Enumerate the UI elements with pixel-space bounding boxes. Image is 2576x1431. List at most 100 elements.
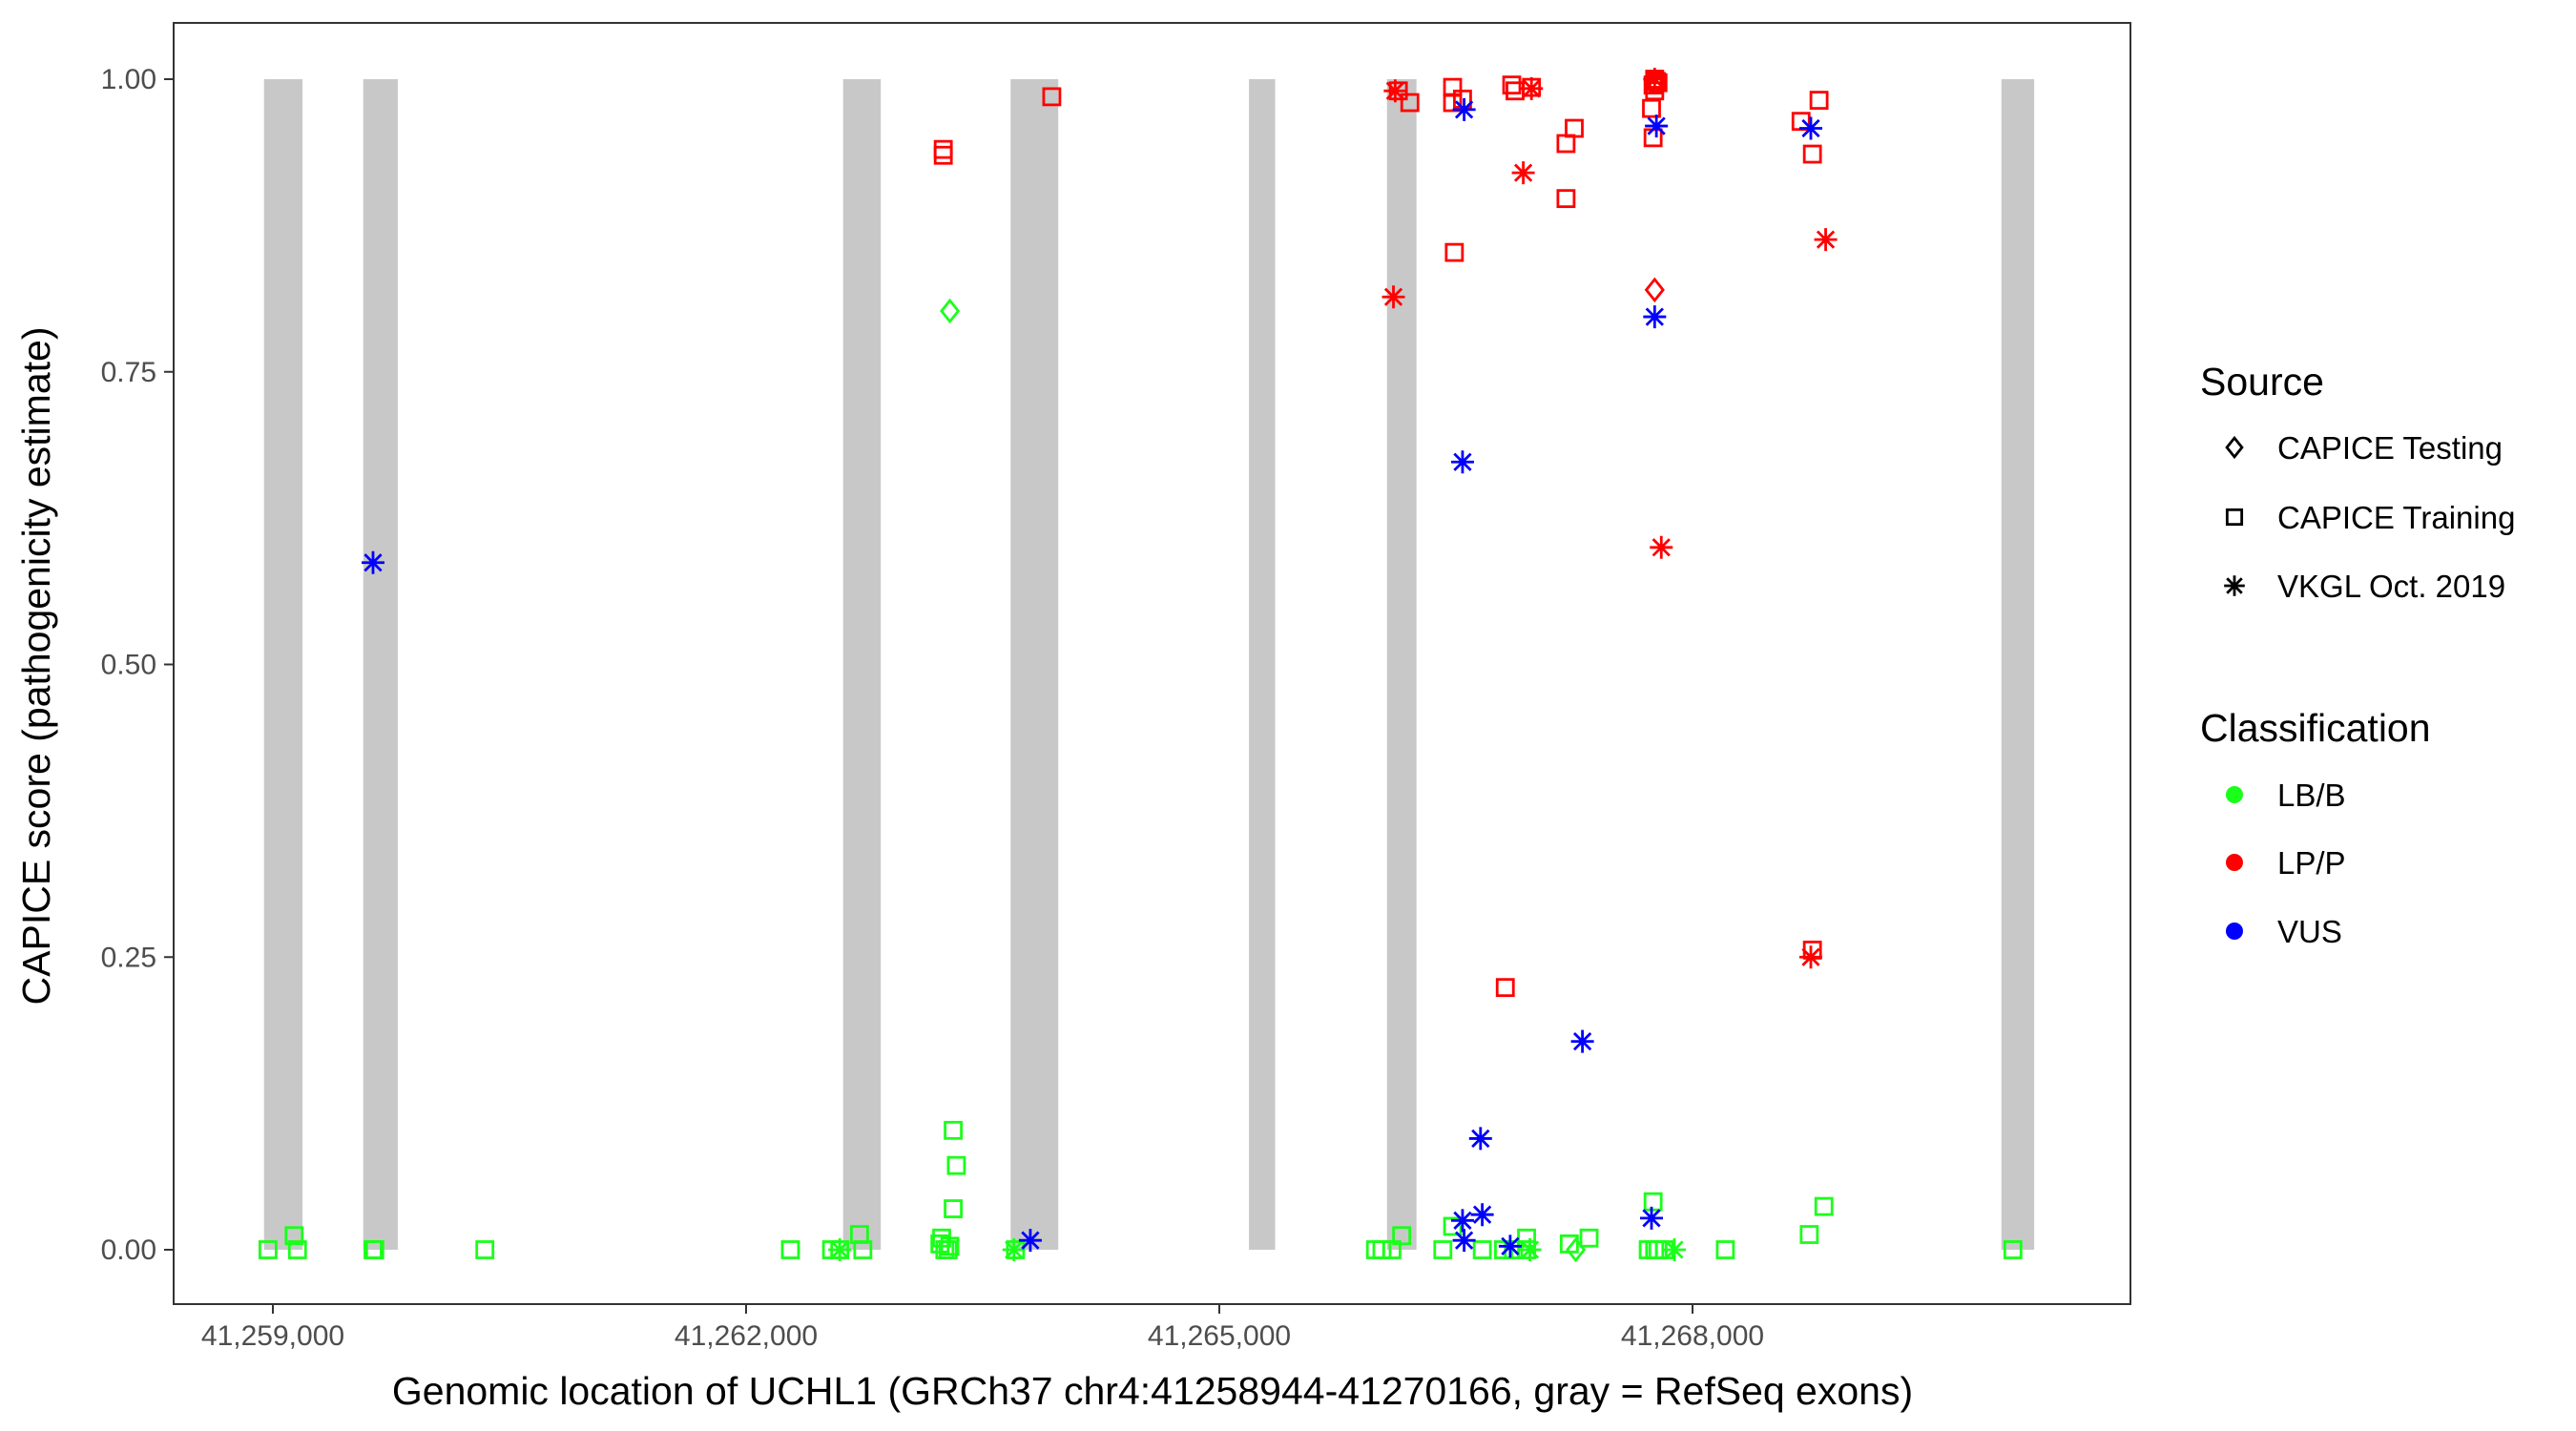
data-point-training-lbb [475,1240,495,1259]
y-tick-label: 1.00 [101,64,156,95]
data-point-training-lbb [1814,1196,1834,1216]
legend: Source CAPICE Testing CAPICE Training VKGL… [2200,360,2515,949]
data-point-vkgl-vus [361,550,384,574]
data-point-training-lbb [364,1240,384,1259]
data-point-training-lbb [2003,1240,2023,1259]
data-point-training-lbb [944,1199,963,1218]
data-point-training-lbb [830,1240,850,1259]
legend-dot-icon [2226,923,2243,940]
data-point-vkgl-vus [1450,450,1474,474]
data-point-training-lbb [1517,1240,1536,1259]
data-point-vkgl-vus [1018,1229,1042,1253]
data-point-vkgl-vus [1470,1203,1494,1227]
data-point-training-lbb [938,1240,958,1259]
data-point-training-lpp [933,145,953,165]
data-point-testing-lpp [1644,277,1665,303]
legend-dot-icon [2226,854,2243,871]
data-point-training-lbb [1494,1240,1513,1259]
data-point-training-lpp [1443,93,1463,113]
data-point-training-lbb [1472,1240,1492,1259]
x-tick-label: 41,259,000 [201,1320,344,1352]
y-tick-label: 0.00 [101,1234,156,1266]
y-tick-label: 0.75 [101,357,156,388]
exon-band [1010,79,1059,1250]
data-point-training-lpp [1802,144,1822,164]
data-point-training-lbb [287,1240,307,1259]
data-point-vkgl-lbb [828,1238,852,1261]
data-point-training-lbb [1643,1192,1663,1212]
data-point-training-lpp [1042,87,1062,107]
exon-band [2001,79,2035,1250]
data-point-vkgl-lpp [1643,68,1667,91]
legend-dot-icon [2226,786,2243,803]
x-axis-title: Genomic location of UCHL1 (GRCh37 chr4:4… [392,1369,1913,1413]
data-point-vkgl-vus [1640,1206,1664,1230]
data-point-training-lbb [940,1236,960,1256]
data-point-training-lpp [1400,93,1420,113]
data-point-vkgl-lpp [1814,228,1838,252]
data-point-training-lbb [1443,1216,1463,1236]
legend-source-label: VKGL Oct. 2019 [2277,569,2505,604]
exon-band [842,79,882,1250]
data-point-training-lpp [1642,98,1661,118]
x-axis: 41,259,000 41,262,000 41,265,000 41,268,000 [201,1304,1764,1352]
legend-classification-title: Classification [2200,706,2431,750]
data-point-training-lbb [1433,1240,1453,1259]
data-point-training-lbb [1392,1226,1412,1246]
data-point-training-lbb [780,1240,800,1259]
legend-class-label: LP/P [2277,845,2346,881]
exon-band [263,79,303,1250]
data-point-training-lbb [1372,1240,1392,1259]
data-point-training-lpp [1444,242,1465,262]
data-point-vkgl-vus [1498,1234,1522,1258]
data-point-vkgl-lpp [1520,76,1544,100]
data-point-training-lbb [1381,1240,1402,1259]
data-point-vkgl-vus [1570,1029,1594,1053]
data-point-training-lbb [946,1155,966,1175]
data-point-training-lpp [1495,978,1515,998]
data-point-vkgl-lpp [1511,161,1535,185]
data-point-training-lbb [258,1240,278,1259]
legend-source-label: CAPICE Training [2277,500,2515,535]
data-point-training-lbb [853,1240,873,1259]
data-point-vkgl-lpp [1650,535,1673,559]
data-point-training-lpp [1502,75,1522,95]
data-point-testing-lbb [940,298,961,324]
data-point-vkgl-vus [1452,1229,1476,1253]
data-point-vkgl-vus [1645,114,1669,138]
data-point-training-lbb [1715,1240,1735,1259]
data-point-vkgl-vus [1799,116,1822,140]
data-point-vkgl-lbb [1662,1238,1686,1261]
x-tick-label: 41,262,000 [675,1320,818,1352]
data-point-training-lpp [1809,91,1829,110]
legend-source-label: CAPICE Testing [2277,430,2503,466]
y-tick-label: 0.25 [101,942,156,973]
data-point-training-lbb [1799,1225,1819,1244]
data-point-training-lbb [1579,1228,1599,1248]
legend-asterisk-icon [2224,575,2245,596]
data-point-vkgl-lbb [1002,1238,1026,1261]
data-point-vkgl-vus [1450,1209,1474,1233]
data-point-vkgl-vus [1452,97,1476,121]
exon-band [1386,79,1417,1250]
data-points [258,68,2023,1263]
data-point-training-lbb [944,1120,963,1140]
y-tick-label: 0.50 [101,650,156,681]
legend-square-icon [2225,508,2244,527]
data-point-vkgl-lpp [1381,285,1405,309]
y-axis: 0.00 0.25 0.50 0.75 1.00 [101,64,174,1266]
x-tick-label: 41,268,000 [1621,1320,1764,1352]
exon-band [1249,79,1276,1250]
data-point-vkgl-vus [1643,305,1667,329]
exon-band [363,79,398,1250]
data-point-training-lbb [1006,1240,1026,1259]
legend-class-label: LB/B [2277,778,2346,813]
y-axis-title: CAPICE score (pathogenicity estimate) [14,327,58,1006]
x-tick-label: 41,265,000 [1148,1320,1291,1352]
legend-diamond-icon [2225,435,2244,460]
data-point-training-lpp [1388,81,1408,101]
data-point-vkgl-vus [1468,1127,1492,1151]
data-point-vkgl-lpp [1799,945,1822,969]
